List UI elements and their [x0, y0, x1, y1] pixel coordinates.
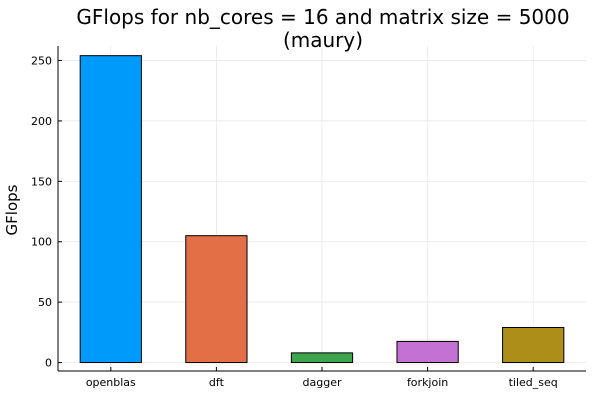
x-tick-label-openblas: openblas	[86, 376, 136, 389]
chart-title-line-2: (maury)	[283, 28, 363, 52]
bar-dft	[185, 235, 248, 364]
x-tick-label-dagger: dagger	[303, 376, 342, 389]
bar-dagger	[290, 352, 354, 364]
x-tick-label-forkjoin: forkjoin	[407, 376, 448, 389]
bar-forkjoin	[396, 340, 459, 364]
y-tick-label-1: 50	[38, 296, 52, 309]
y-tick-label-5: 250	[31, 54, 52, 67]
bar-tiled-seq	[502, 327, 565, 364]
x-tick-label-dft: dft	[209, 376, 225, 389]
plot-area: 0 50 100 150 200 250 openblas dft dagger forkjoin…	[31, 46, 586, 389]
y-tick-label-3: 150	[31, 175, 52, 188]
y-axis-label: GFlops	[3, 184, 21, 235]
chart-title-line-1: GFlops for nb_cores = 16 and matrix size…	[76, 5, 569, 29]
y-tick-label-4: 200	[31, 115, 52, 128]
x-tick-label-tiled-seq: tiled_seq	[509, 376, 558, 389]
y-tick-label-2: 100	[31, 236, 52, 249]
bar-openblas	[79, 55, 142, 364]
y-tick-label-0: 0	[45, 357, 52, 370]
